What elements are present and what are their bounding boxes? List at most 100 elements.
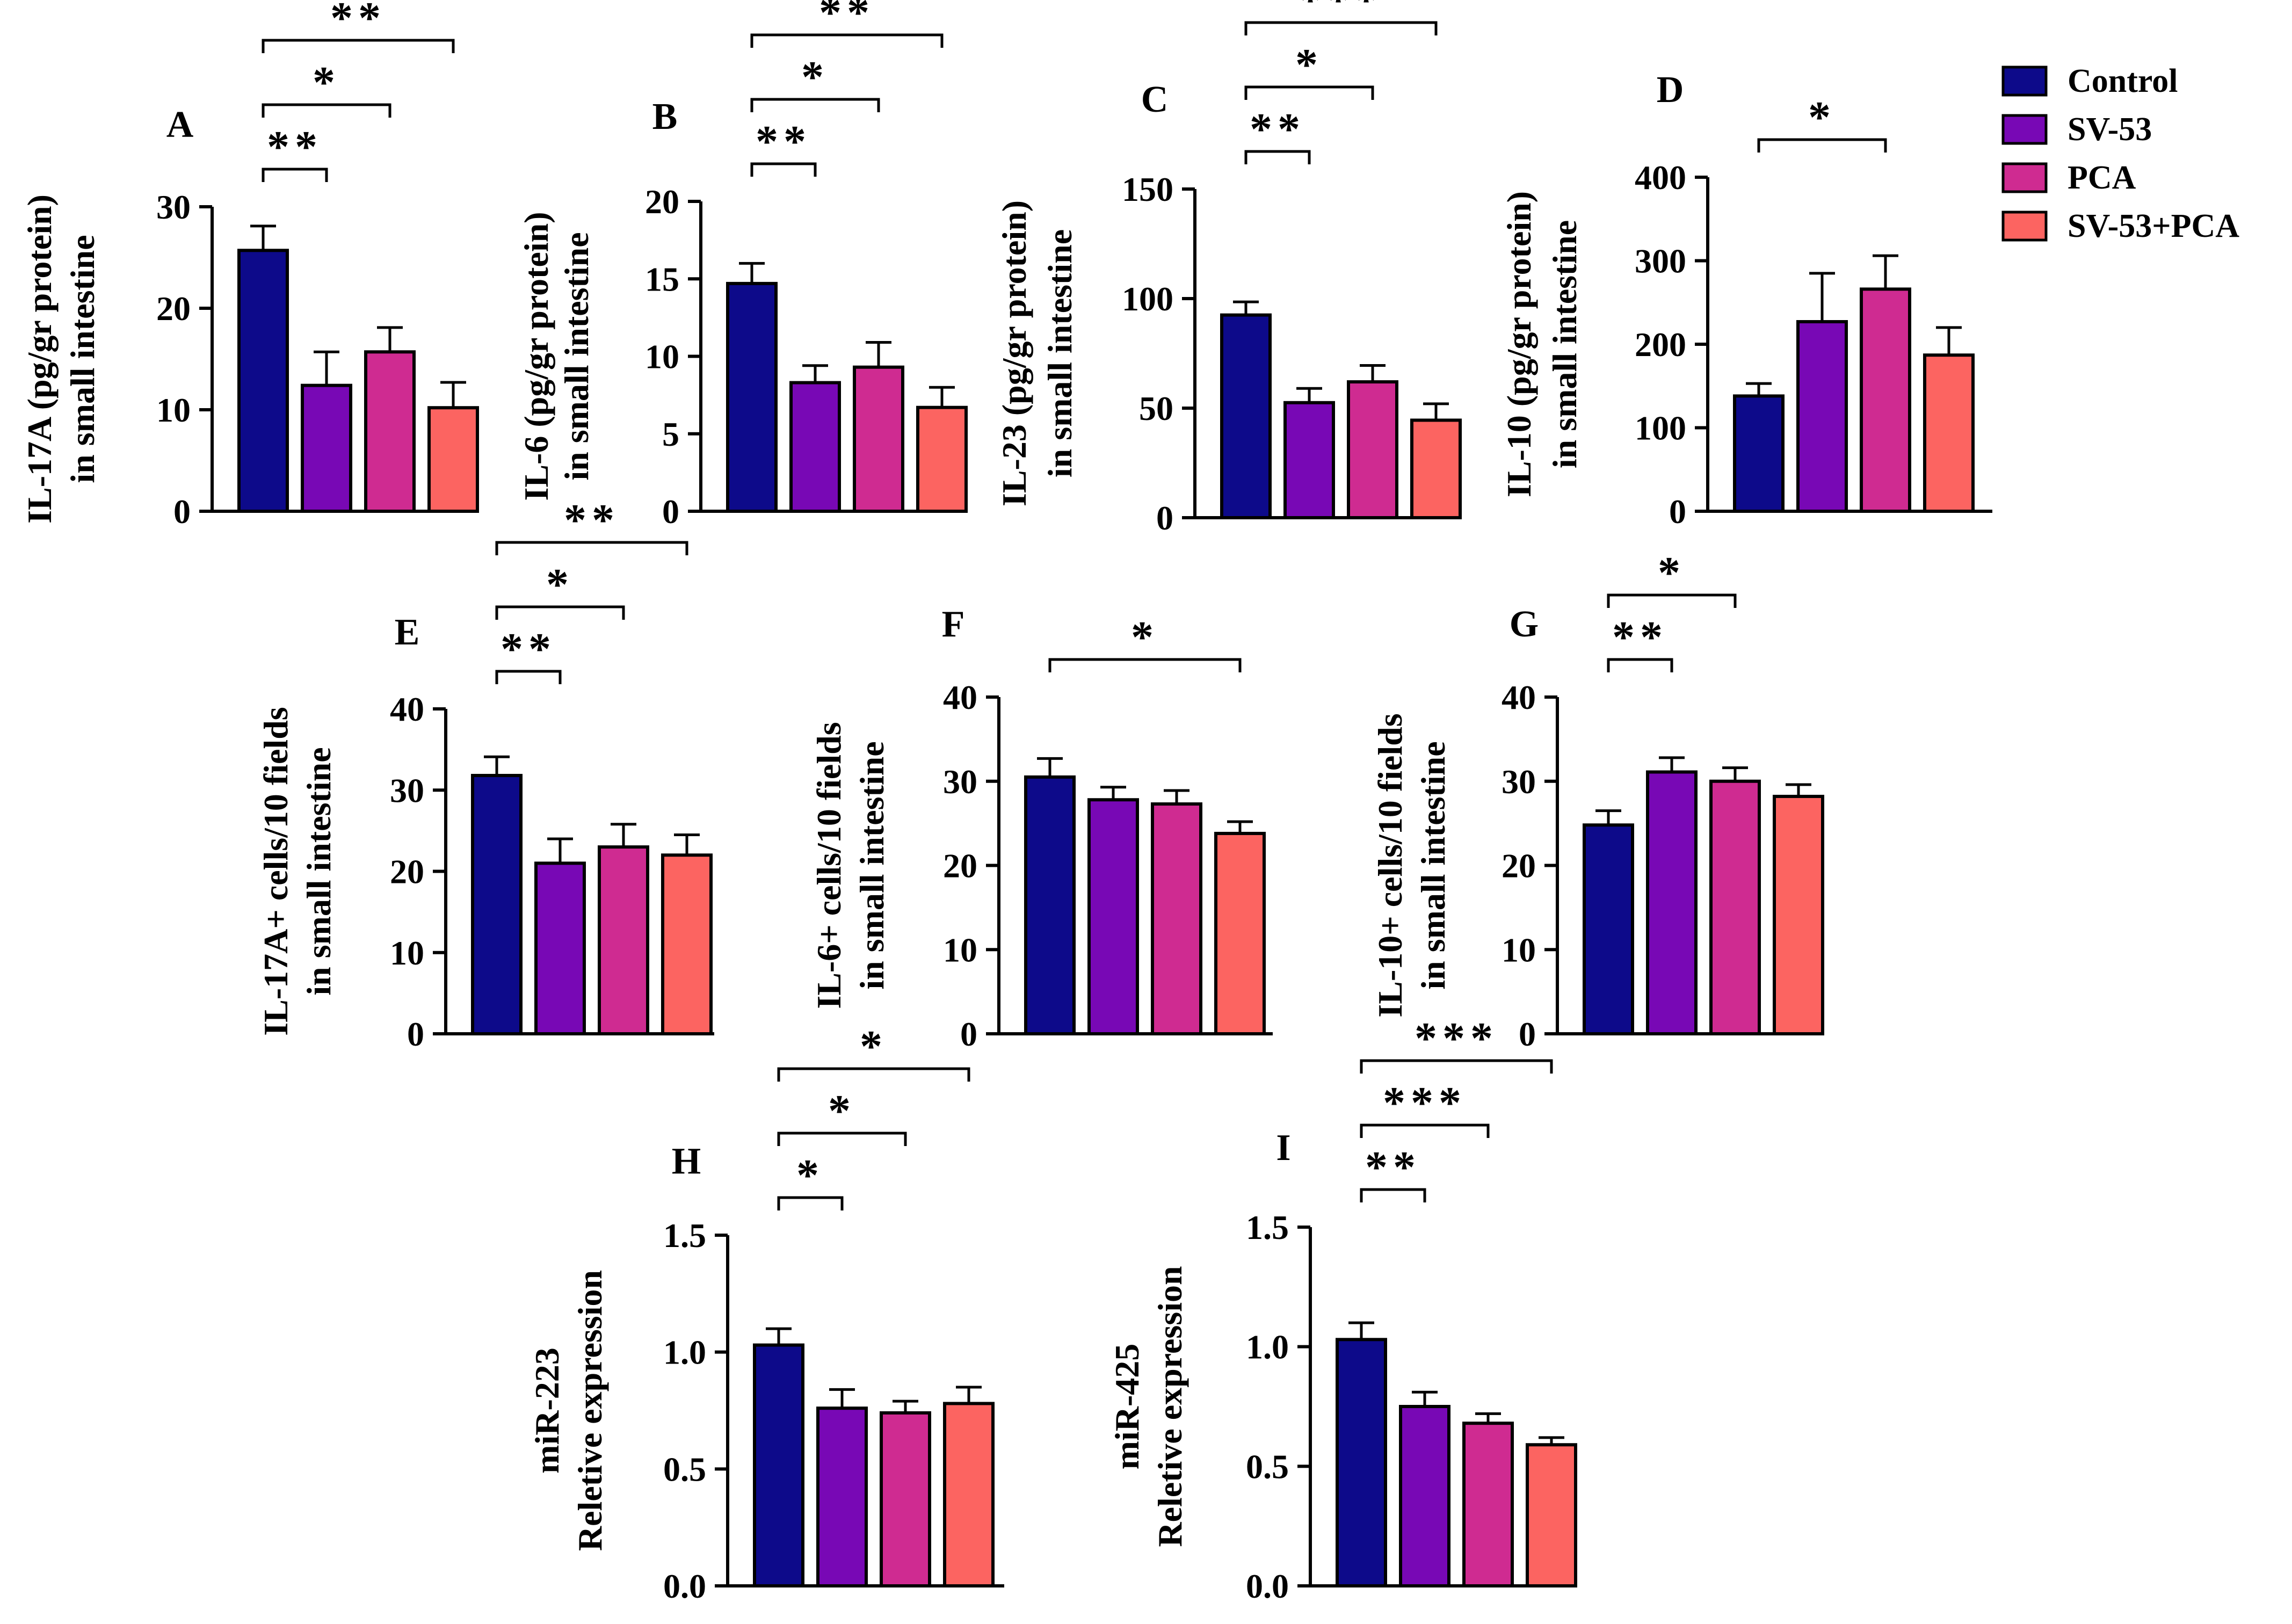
- y-tick-label: 20: [943, 847, 977, 885]
- y-tick-label: 10: [390, 934, 424, 972]
- bar-sv-53: [1283, 401, 1335, 519]
- y-axis-label: IL-6+ cells/10 fields: [810, 722, 848, 1009]
- y-tick-label: 0: [1156, 499, 1173, 537]
- y-tick-label: 40: [1502, 678, 1536, 716]
- y-tick-label: 40: [390, 690, 424, 728]
- y-tick-label: 20: [390, 853, 424, 891]
- bar-pca: [1709, 779, 1761, 1035]
- y-tick-label: 0: [1669, 492, 1686, 531]
- significance-bracket: [750, 98, 880, 112]
- significance-label: *: [1131, 612, 1159, 662]
- bar-pca: [853, 365, 904, 513]
- y-axis-label: in small intestine: [300, 747, 338, 995]
- bar-control: [1220, 313, 1272, 519]
- bar-pca: [364, 350, 416, 513]
- y-axis-label: in small intestine: [1414, 741, 1452, 989]
- legend-label: Control: [2068, 63, 2178, 99]
- y-tick-label: 100: [1122, 280, 1173, 318]
- y-tick-label: 200: [1635, 325, 1686, 364]
- y-axis-label: IL-23 (pg/gr protein): [995, 200, 1033, 506]
- bar-sv-53: [789, 381, 841, 513]
- significance-bracket: [777, 1196, 844, 1210]
- y-tick-label: 1.0: [663, 1333, 706, 1372]
- y-tick-label: 0.0: [663, 1567, 706, 1605]
- y-tick-label: 0: [407, 1015, 424, 1053]
- y-axis-label: IL-6 (pg/gr protein): [517, 212, 555, 501]
- y-tick-label: 0.5: [663, 1450, 706, 1488]
- significance-bracket: [262, 39, 455, 53]
- significance-label: ***: [1415, 1013, 1498, 1063]
- y-tick-label: 1.5: [663, 1216, 706, 1255]
- significance-label: *: [860, 1021, 888, 1071]
- bar-sv-53: [534, 861, 586, 1035]
- panel-F: 0 10 20 30 40 * F IL-6+ cells/10 fields in small…: [810, 604, 1273, 1053]
- bar-control: [753, 1343, 804, 1588]
- bar-sv-53-pca: [916, 405, 968, 513]
- significance-label: *: [828, 1086, 856, 1136]
- y-tick-label: 0.5: [1246, 1447, 1289, 1485]
- legend-swatch: [2001, 114, 2048, 145]
- y-tick-label: 50: [1139, 389, 1173, 427]
- significance-bracket: [495, 670, 562, 684]
- y-tick-label: 40: [943, 678, 977, 716]
- significance-label: ***: [1299, 0, 1383, 25]
- panel-letter: C: [1141, 79, 1169, 120]
- significance-bracket: [750, 33, 944, 48]
- y-axis-label: in small intestine: [853, 741, 891, 989]
- bar-sv-53: [816, 1407, 868, 1588]
- bar-sv-53: [301, 383, 352, 513]
- legend-swatch: [2001, 211, 2048, 242]
- significance-bracket: [495, 605, 625, 620]
- y-axis-label: miR-223: [528, 1347, 566, 1474]
- y-axis-label: IL-10 (pg/gr protein): [1500, 191, 1538, 497]
- y-tick-label: 0: [1519, 1015, 1536, 1053]
- bar-sv-53-pca: [1214, 831, 1266, 1036]
- significance-label: *: [1658, 548, 1686, 598]
- bar-sv-53: [1796, 320, 1848, 513]
- y-tick-label: 150: [1122, 170, 1173, 208]
- panel-letter: H: [672, 1141, 701, 1182]
- bar-control: [471, 774, 523, 1036]
- y-axis-label: miR-425: [1108, 1344, 1146, 1470]
- y-axis-label: IL-10+ cells/10 fields: [1371, 713, 1409, 1017]
- significance-bracket: [777, 1067, 970, 1082]
- significance-bracket: [1607, 658, 1673, 672]
- significance-bracket: [1360, 1059, 1553, 1074]
- y-axis-label: in small intestine: [1041, 229, 1079, 477]
- panel-letter: F: [942, 604, 965, 645]
- panel-letter: I: [1276, 1127, 1290, 1169]
- bar-sv-53: [1646, 770, 1698, 1035]
- y-axis-label: in small intestine: [63, 235, 101, 483]
- bar-sv-53: [1399, 1405, 1450, 1587]
- significance-bracket: [1757, 138, 1887, 153]
- bar-sv-53-pca: [427, 406, 479, 513]
- bar-control: [1024, 775, 1076, 1035]
- y-tick-label: 1.5: [1246, 1208, 1289, 1246]
- panel-letter: D: [1657, 69, 1684, 111]
- bar-pca: [1860, 287, 1911, 513]
- legend-swatch: [2001, 66, 2048, 97]
- y-tick-label: 20: [156, 289, 191, 328]
- significance-label: **: [330, 0, 386, 43]
- significance-bracket: [495, 541, 688, 555]
- significance-label: **: [501, 624, 556, 674]
- y-axis-label: in small intestine: [1546, 220, 1584, 468]
- y-tick-label: 300: [1635, 242, 1686, 280]
- bar-control: [1336, 1338, 1387, 1587]
- bar-sv-53-pca: [661, 853, 713, 1035]
- y-tick-label: 15: [645, 260, 679, 298]
- significance-bracket: [1244, 21, 1438, 35]
- legend-label: SV-53+PCA: [2068, 208, 2239, 244]
- bar-pca: [598, 845, 649, 1035]
- y-tick-label: 20: [645, 183, 679, 221]
- y-axis-label: Reletive expression: [571, 1270, 609, 1551]
- bar-control: [1583, 823, 1634, 1035]
- significance-label: **: [819, 0, 875, 38]
- significance-label: *: [1808, 92, 1836, 142]
- significance-bracket: [1360, 1188, 1426, 1202]
